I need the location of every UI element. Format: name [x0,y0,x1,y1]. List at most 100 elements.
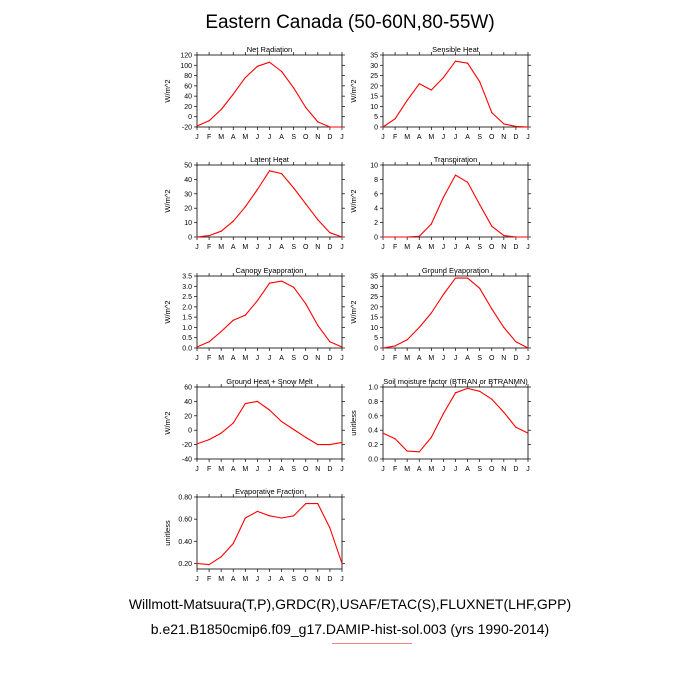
data-point [515,125,517,127]
y-tick-label: 2.5 [182,294,192,301]
x-tick-label: J [442,134,446,141]
x-tick-label: J [268,466,272,473]
data-point [220,330,222,333]
data-point [491,112,493,114]
x-tick-label: F [393,466,397,473]
x-tick-label: J [526,134,530,141]
x-tick-label: O [303,244,309,251]
x-tick-label: J [526,466,530,473]
x-tick-label: M [428,355,434,362]
chart-panel: Soil moisture factor (BTRAN or BTRANMN) 0… [349,377,531,473]
data-point [454,174,457,176]
data-point [454,392,457,394]
data-point [232,220,234,222]
y-tick-label: 0 [374,346,378,353]
data-point [280,420,283,423]
panel-title: Evaporative Fraction [235,487,304,496]
plot-frame [196,386,343,460]
y-tick-label: 0.0 [182,346,192,353]
data-point [406,236,408,238]
y-tick-label: 20 [184,413,192,420]
x-tick-label: J [340,134,344,141]
y-tick-label: 0.2 [368,442,378,449]
x-tick-label: M [404,134,410,141]
x-tick-label: A [279,134,284,141]
x-tick-label: J [454,244,458,251]
x-tick-label: J [381,466,385,473]
data-point [268,282,271,284]
data-point [491,225,493,227]
x-tick-label: S [291,466,296,473]
x-tick-label: O [303,576,309,583]
y-tick-label: 80 [184,73,192,80]
y-tick-label: 100 [180,63,192,70]
x-tick-label: F [207,466,211,473]
x-tick-label: S [477,466,482,473]
y-tick-label: 30 [370,284,378,291]
y-axis-label: unitless [349,410,358,436]
x-tick-label: J [526,355,530,362]
data-point [418,235,420,237]
x-tick-label: O [489,244,495,251]
y-axis-label: W/m^2 [349,189,358,212]
x-tick-label: J [381,134,385,141]
x-tick-label: A [279,466,284,473]
data-point [503,411,505,413]
x-tick-label: J [256,355,260,362]
data-point [317,444,319,446]
data-point [305,436,307,438]
y-tick-label: 3.5 [182,274,192,281]
data-point [515,236,517,238]
x-tick-label: J [268,134,272,141]
data-point [394,118,396,120]
data-point [305,106,307,109]
data-point [503,326,505,329]
y-tick-label: 20 [184,104,192,111]
x-tick-label: J [340,576,344,583]
x-tick-label: A [231,134,236,141]
x-tick-label: J [454,466,458,473]
x-tick-label: F [207,576,211,583]
data-point [329,232,331,234]
data-point [232,319,234,321]
x-tick-label: S [477,244,482,251]
x-tick-label: J [195,576,199,583]
x-tick-label: N [315,466,320,473]
x-tick-label: M [428,466,434,473]
x-tick-label: J [195,134,199,141]
series-line [382,387,529,453]
x-tick-label: A [465,244,470,251]
x-tick-label: S [291,244,296,251]
x-tick-label: A [417,134,422,141]
x-tick-label: O [489,466,495,473]
panel-title: Canopy Evaporation [236,266,304,275]
y-tick-label: 5 [374,335,378,342]
x-tick-label: M [218,576,224,583]
y-tick-label: 5 [374,114,378,121]
y-tick-label: 15 [370,315,378,322]
data-point [341,441,343,444]
y-tick-label: 0.0 [368,457,378,464]
data-point [293,428,295,431]
data-point [466,181,469,183]
y-tick-label: 1.0 [182,325,192,332]
data-point [466,62,469,64]
panel-title: Soil moisture factor (BTRAN or BTRANMN) [383,377,528,386]
data-point [196,443,198,445]
x-tick-label: M [428,134,434,141]
y-tick-label: 10 [184,220,192,227]
series-line [382,60,529,128]
x-tick-label: D [327,244,332,251]
y-tick-label: 0 [374,235,378,242]
data-point [208,341,210,343]
series-line [196,400,343,446]
data-point [329,126,331,128]
x-tick-label: D [513,466,518,473]
data-point [442,196,445,198]
x-tick-label: A [279,244,284,251]
data-point [515,426,517,428]
data-point [466,277,469,279]
data-point [418,451,420,453]
